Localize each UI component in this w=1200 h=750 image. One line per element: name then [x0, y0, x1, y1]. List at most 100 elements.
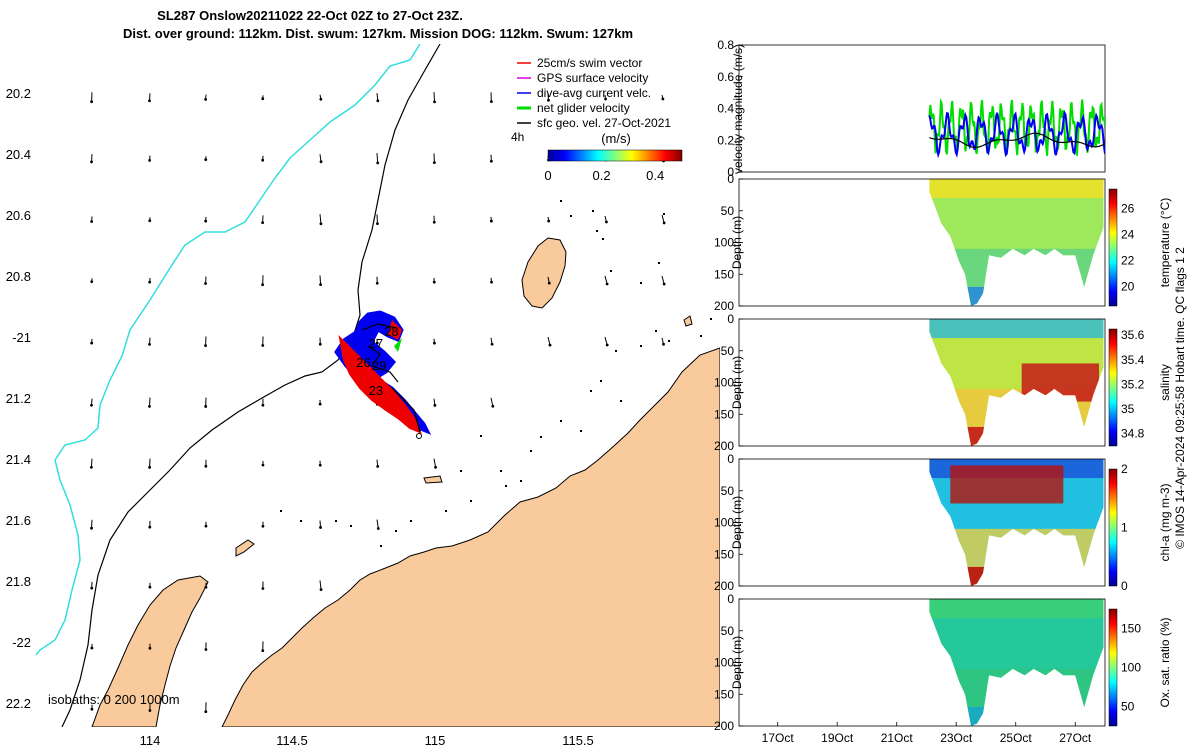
velocity-arrowhead: [204, 648, 208, 651]
islet: [590, 390, 592, 392]
velocity-arrowhead: [148, 219, 152, 223]
section-ylabel: Depth (m): [730, 356, 744, 409]
velocity-y-axis: 0 0.2 0.4 0.6 0.8: [717, 38, 743, 179]
velocity-ylabel: velocity magnitude (m/s): [731, 44, 745, 174]
islet: [540, 436, 542, 438]
islet: [350, 525, 352, 527]
velocity-arrowhead: [605, 343, 609, 347]
map-y-tick-label: 21.4: [6, 452, 31, 467]
section-colorbar-tick: 100: [1121, 661, 1141, 675]
velocity-arrowhead: [489, 100, 493, 104]
map-y-tick-label: 21.6: [6, 513, 31, 528]
islet: [560, 420, 562, 422]
velocity-arrow: [90, 458, 93, 468]
section-colorbar-tick: 50: [1121, 700, 1135, 714]
velocity-arrowhead: [490, 280, 493, 284]
velocity-arrowhead: [261, 587, 265, 590]
section-colorbar: [1108, 328, 1118, 447]
velocity-arrowhead: [376, 464, 380, 468]
velocity-arrowhead: [433, 341, 436, 345]
islet: [668, 340, 670, 342]
velocity-arrowhead: [261, 403, 265, 407]
section-band: [929, 179, 1104, 199]
section-band: [929, 566, 1104, 586]
velocity-arrow: [433, 458, 437, 468]
legend-entry-0: 25cm/s swim vector: [537, 56, 642, 70]
islet: [410, 520, 412, 522]
velocity-arrowhead: [318, 463, 322, 467]
islet: [480, 435, 482, 437]
velocity-arrowhead: [261, 463, 265, 467]
velocity-arrowhead: [90, 465, 93, 469]
velocity-arrowhead: [90, 100, 93, 104]
section-y-tick: 50: [721, 624, 735, 638]
section-y-tick: 200: [714, 299, 734, 313]
map-y-tick-label: 21.8: [6, 574, 31, 589]
map-y-axis: 20.2 20.4 20.6 20.8 -21 21.2 21.4 21.6 21.8 -22 22…: [6, 86, 31, 711]
day-label: 29: [372, 358, 386, 373]
velocity-arrowhead: [547, 281, 551, 285]
map-x-axis: 114 114.5 115 115.5: [140, 733, 594, 748]
velocity-arrowhead: [204, 282, 207, 285]
section-y-tick: 150: [714, 687, 734, 701]
section-y-tick: 200: [714, 579, 734, 593]
glider-track: [334, 310, 432, 439]
section-y-tick: 0: [727, 592, 734, 606]
section-panels: 0 0.2 0.4 0.6 0.8 velocity magnitude (m/s) 0…: [714, 38, 1172, 745]
velocity-arrowhead: [491, 404, 495, 408]
velocity-arrow: [433, 92, 436, 102]
section-y-tick: 50: [721, 484, 735, 498]
velocity-arrowhead: [90, 341, 94, 345]
velocity-arrowhead: [261, 649, 265, 653]
velocity-arrowhead: [490, 342, 494, 346]
section-y-tick: 200: [714, 439, 734, 453]
islet: [380, 545, 382, 547]
islet: [300, 520, 302, 522]
section-band: [929, 388, 1104, 446]
section-band: [950, 465, 1064, 504]
section-band: [929, 599, 1104, 619]
section-y-tick: 0: [727, 172, 734, 186]
island-barrow: [521, 237, 567, 309]
velocity-arrowhead: [90, 403, 93, 407]
map-x-tick-label: 114.5: [276, 733, 308, 748]
section-band: [929, 528, 1104, 586]
swim-vector-band: [338, 335, 422, 434]
map-y-tick-label: 22.2: [6, 696, 31, 711]
isobaths-label: isobaths: 0 200 1000m: [48, 692, 180, 707]
section-colorbar-tick: 26: [1121, 202, 1135, 216]
section-band: [1021, 363, 1100, 402]
map-x-tick-label: 115: [425, 733, 446, 748]
velocity-arrowhead: [204, 97, 208, 101]
section-colorbar-label: salinity: [1158, 364, 1172, 401]
title-line2: Dist. over ground: 112km. Dist. swum: 12…: [123, 26, 633, 41]
velocity-arrowhead: [548, 343, 552, 347]
velocity-arrowhead: [261, 344, 265, 347]
section-y-tick: 50: [721, 204, 735, 218]
velocity-arrowhead: [433, 100, 436, 104]
map-colorbar-ticks: 0 0.2 0.4: [544, 168, 664, 183]
section-colorbar: [1108, 188, 1118, 307]
velocity-arrowhead: [661, 97, 665, 101]
islet: [570, 215, 572, 217]
time-x-tick: 19Oct: [821, 731, 854, 745]
velocity-arrowhead: [261, 524, 265, 528]
velocity-arrowhead: [662, 221, 666, 225]
velocity-arrow: [319, 580, 322, 590]
velocity-line: [928, 110, 1105, 159]
velocity-arrowhead: [261, 158, 265, 162]
islet: [520, 480, 522, 482]
legend-entry-2: dive-avg current velc.: [537, 86, 651, 100]
section-band: [929, 248, 1104, 306]
velocity-arrowhead: [148, 159, 152, 162]
velocity-arrowhead: [319, 526, 322, 529]
islet: [658, 262, 660, 264]
section-y-tick: 100: [714, 656, 734, 670]
velocity-arrowhead: [148, 646, 152, 650]
section-fill: [929, 319, 1104, 446]
section-colorbar-tick: 34.8: [1121, 427, 1145, 441]
track-end-marker: [416, 433, 422, 439]
section-y-tick: 150: [714, 407, 734, 421]
velocity-arrow: [376, 153, 379, 163]
section-colorbar-label: Ox. sat. ratio (%): [1158, 617, 1172, 707]
